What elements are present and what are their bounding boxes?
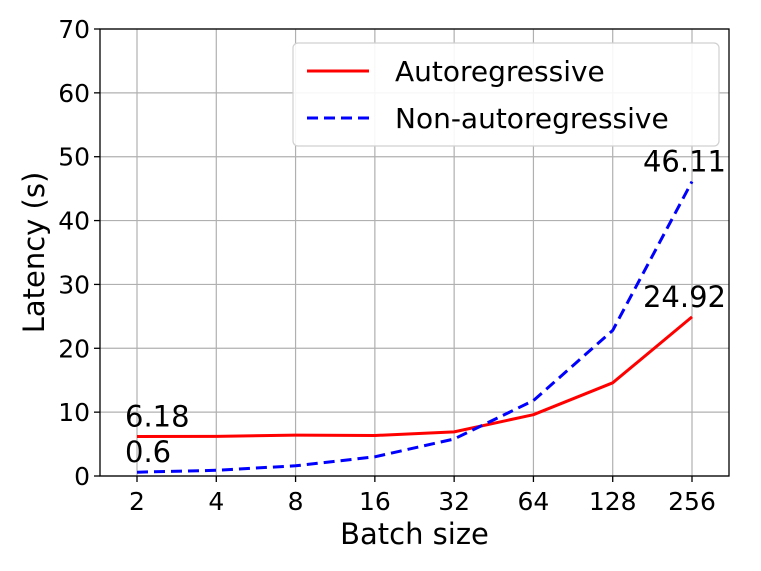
x-tick-label: 32 bbox=[438, 487, 470, 516]
x-axis-ticks: 2 4 8 16 32 64 128 256 bbox=[129, 476, 716, 516]
y-tick-label: 60 bbox=[58, 79, 90, 108]
data-label: 0.6 bbox=[125, 435, 171, 469]
y-tick-label: 20 bbox=[58, 334, 90, 363]
series-line-non-autoregressive bbox=[136, 180, 694, 474]
legend-box bbox=[292, 42, 720, 147]
legend-label: Autoregressive bbox=[395, 55, 605, 88]
y-tick-label: 50 bbox=[58, 143, 90, 172]
y-axis-ticks: 0 10 20 30 40 50 60 70 bbox=[58, 15, 100, 491]
x-tick-label: 256 bbox=[668, 487, 716, 516]
x-tick-label: 8 bbox=[288, 487, 304, 516]
y-tick-label: 10 bbox=[58, 398, 90, 427]
legend: Autoregressive Non-autoregressive bbox=[292, 42, 720, 147]
x-tick-label: 4 bbox=[208, 487, 224, 516]
x-tick-label: 16 bbox=[359, 487, 391, 516]
y-axis-label: Latency (s) bbox=[17, 172, 51, 334]
legend-label: Non-autoregressive bbox=[395, 102, 669, 135]
y-tick-label: 70 bbox=[58, 15, 90, 44]
series-layer bbox=[136, 180, 694, 474]
plot-frame bbox=[99, 28, 730, 477]
x-tick-label: 128 bbox=[589, 487, 637, 516]
y-tick-label: 40 bbox=[58, 207, 90, 236]
data-label: 24.92 bbox=[643, 280, 726, 314]
x-tick-label: 64 bbox=[518, 487, 550, 516]
x-tick-label: 2 bbox=[129, 487, 145, 516]
data-label: 6.18 bbox=[125, 400, 190, 434]
x-axis-label: Batch size bbox=[340, 517, 489, 551]
y-tick-label: 0 bbox=[74, 462, 90, 491]
data-labels: 6.180.6 24.92 46.11 bbox=[125, 145, 726, 470]
y-tick-label: 30 bbox=[58, 270, 90, 299]
data-label: 46.11 bbox=[643, 145, 726, 179]
series-line-autoregressive bbox=[136, 315, 693, 438]
